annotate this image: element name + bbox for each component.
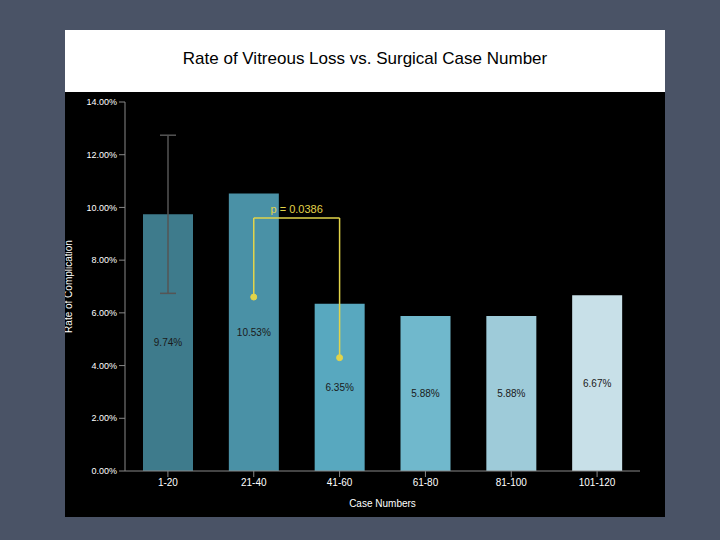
svg-text:5.88%: 5.88% [411,388,439,399]
svg-text:21-40: 21-40 [241,477,267,488]
svg-text:6.35%: 6.35% [325,382,353,393]
svg-text:81-100: 81-100 [496,477,528,488]
svg-text:9.74%: 9.74% [154,337,182,348]
svg-text:61-80: 61-80 [413,477,439,488]
svg-text:10.00%: 10.00% [86,203,117,213]
svg-text:p = 0.0386: p = 0.0386 [271,203,323,215]
svg-text:101-120: 101-120 [579,477,616,488]
svg-text:12.00%: 12.00% [86,150,117,160]
svg-text:14.00%: 14.00% [86,97,117,107]
svg-text:6.00%: 6.00% [91,308,117,318]
svg-text:41-60: 41-60 [327,477,353,488]
svg-text:10.53%: 10.53% [237,327,271,338]
svg-text:1-20: 1-20 [158,477,178,488]
svg-text:0.00%: 0.00% [91,466,117,476]
svg-text:6.67%: 6.67% [583,378,611,389]
svg-text:Rate of Complication: Rate of Complication [65,240,74,333]
svg-text:2.00%: 2.00% [91,413,117,423]
svg-text:5.88%: 5.88% [497,388,525,399]
svg-text:8.00%: 8.00% [91,255,117,265]
html-text:Rate of Vitreous Loss vs. Surg: Rate of Vitreous Loss vs. Surgical Case … [182,49,548,68]
svg-text:Case Numbers: Case Numbers [349,498,416,509]
svg-text:4.00%: 4.00% [91,361,117,371]
